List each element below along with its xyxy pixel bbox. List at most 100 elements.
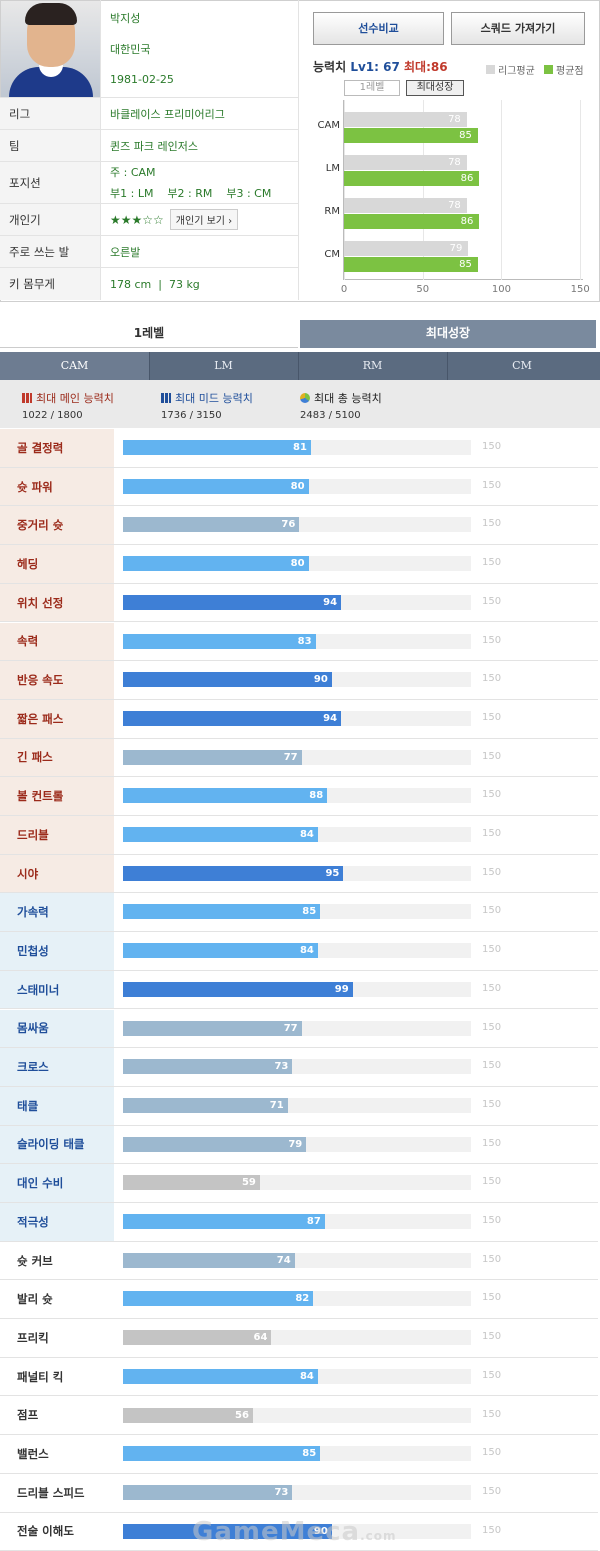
summary-mid-value: 1736 / 3150 — [161, 410, 222, 421]
stat-row: 크로스 73 150 — [0, 1048, 598, 1087]
stat-row: 점프 56 150 — [0, 1396, 598, 1436]
stat-bar-fill: 94 — [123, 594, 342, 610]
chart-tick-label: 50 — [416, 284, 430, 295]
summary-total-title: 최대 총 능력치 — [314, 392, 382, 405]
info-label: 리그 — [0, 98, 100, 129]
chart-tick-label: 0 — [340, 284, 348, 295]
ability-max: 최대:86 — [404, 60, 448, 74]
stat-row: 스태미너 99 150 — [0, 970, 598, 1010]
stat-row: 대인 수비 59 150 — [0, 1164, 598, 1203]
stat-max: 150 — [482, 1215, 502, 1226]
league-avg-bar: 79 — [344, 241, 469, 256]
stat-name: 슛 파워 — [0, 467, 114, 506]
compare-button[interactable]: 선수비교 — [313, 12, 444, 45]
stat-row: 슬라이딩 태클 79 150 — [0, 1125, 598, 1165]
ability-label: 능력치 — [313, 60, 347, 74]
stat-row: 속력 83 150 — [0, 622, 598, 662]
summary-total: 최대 총 능력치 2483 / 5100 — [300, 390, 382, 421]
info-row-league: 리그 바클레이스 프리미어리그 — [0, 97, 298, 129]
stat-name: 짧은 패스 — [0, 699, 114, 738]
chart-gridline — [501, 100, 503, 280]
stat-row: 헤딩 80 150 — [0, 545, 598, 584]
league-avg-bar: 78 — [344, 112, 467, 127]
skill-stars: ★★★☆☆ — [110, 212, 164, 227]
stat-name: 민첩성 — [0, 932, 114, 970]
chart-tick-label: 100 — [491, 284, 511, 295]
stat-row: 몸싸움 77 150 — [0, 1009, 598, 1049]
stat-max: 150 — [482, 789, 502, 801]
stat-bar-fill: 90 — [123, 672, 332, 688]
legend-label: 리그평균 — [498, 66, 535, 77]
stat-max: 150 — [482, 1021, 502, 1033]
stat-row: 민첩성 84 150 — [0, 932, 598, 971]
gamemeca-watermark: GameMeca.com — [192, 1517, 397, 1547]
stat-max: 150 — [482, 982, 502, 994]
stat-bar-fill: 85 — [123, 904, 321, 920]
stat-name: 점프 — [0, 1396, 114, 1435]
divider — [100, 0, 101, 300]
stat-name: 적극성 — [0, 1203, 114, 1241]
mini-tab-max-growth[interactable]: 최대성장 — [406, 80, 464, 96]
stat-name: 발리 슛 — [0, 1280, 114, 1319]
position-tabs: CAM LM RM CM — [0, 352, 600, 380]
stat-bar-fill: 77 — [123, 1020, 302, 1036]
stat-name: 태클 — [0, 1086, 114, 1125]
info-row-position: 포지션 주 : CAM 부1 : LM 부2 : RM 부3 : CM — [0, 161, 298, 203]
stat-bar-fill: 77 — [123, 749, 302, 765]
info-label: 포지션 — [0, 162, 100, 203]
stat-name: 슬라이딩 태클 — [0, 1125, 114, 1164]
stat-name: 가속력 — [0, 893, 114, 932]
stat-name: 골 결정력 — [0, 429, 114, 467]
ability-heading: 능력치 Lv1: 67 최대:86 — [313, 58, 448, 75]
stat-name: 크로스 — [0, 1048, 114, 1086]
stat-max: 150 — [482, 1060, 502, 1072]
chart-gridline — [422, 100, 424, 280]
stat-name: 반응 속도 — [0, 661, 114, 699]
stat-bar-fill: 81 — [123, 440, 311, 455]
stat-max: 150 — [482, 866, 502, 878]
stat-max: 150 — [482, 1331, 502, 1343]
stat-max: 150 — [482, 1098, 502, 1110]
stat-max: 150 — [482, 557, 502, 569]
stat-max: 150 — [482, 944, 502, 956]
stat-name: 속력 — [0, 622, 114, 661]
squad-button[interactable]: 스쿼드 가져가기 — [451, 12, 585, 45]
info-row-skill: 개인기 ★★★☆☆ 개인기 보기 › — [0, 203, 298, 235]
tab-max-growth[interactable]: 최대성장 — [300, 320, 596, 348]
stat-name: 대인 수비 — [0, 1164, 114, 1202]
summary-total-value: 2483 / 5100 — [300, 410, 361, 421]
stat-bar-fill: 80 — [123, 478, 309, 494]
stat-bar-fill: 90 — [123, 1523, 332, 1539]
chart-category-label: LM — [325, 163, 340, 174]
stat-row: 시야 95 150 — [0, 854, 598, 894]
info-row-team: 팀 퀸즈 파크 레인저스 — [0, 129, 298, 161]
summary-main-title: 최대 메인 능력치 — [36, 392, 114, 405]
tab-level1[interactable]: 1레벨 — [0, 320, 298, 348]
stat-bar-fill: 64 — [123, 1330, 272, 1346]
mini-tab-level1[interactable]: 1레벨 — [344, 80, 400, 96]
tab-position-cam[interactable]: CAM — [0, 352, 150, 380]
player-nation: 대한민국 — [110, 43, 151, 56]
player-name: 박지성 — [110, 12, 141, 25]
stat-max: 150 — [482, 1176, 502, 1188]
legend-league-avg: 리그평균 — [486, 62, 535, 77]
info-label: 주로 쓰는 발 — [0, 236, 100, 267]
divider — [298, 0, 299, 300]
stat-name: 프리킥 — [0, 1319, 114, 1357]
stat-row: 슛 커브 74 150 — [0, 1241, 598, 1281]
tab-position-rm[interactable]: RM — [298, 352, 448, 380]
tab-position-lm[interactable]: LM — [149, 352, 299, 380]
stat-bar-fill: 82 — [123, 1291, 314, 1307]
chart-category-label: CM — [324, 249, 340, 260]
legend-swatch — [486, 65, 495, 74]
skill-view-button[interactable]: 개인기 보기 › — [169, 209, 239, 230]
stat-row: 적극성 87 150 — [0, 1203, 598, 1242]
stat-bar-fill: 84 — [123, 827, 318, 842]
tab-position-cm[interactable]: CM — [512, 359, 532, 372]
stat-bar-fill: 95 — [123, 865, 344, 881]
stat-row: 밸런스 85 150 — [0, 1435, 598, 1474]
stat-bar-fill: 59 — [123, 1175, 260, 1191]
stat-max: 150 — [482, 1369, 502, 1381]
summary-mid-title: 최대 미드 능력치 — [175, 392, 253, 405]
stat-bar-fill: 76 — [123, 517, 300, 533]
